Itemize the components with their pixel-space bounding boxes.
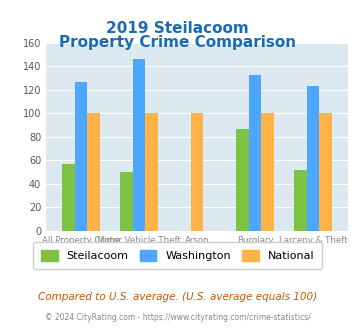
- Bar: [248, 75, 261, 231]
- Bar: [133, 59, 146, 231]
- Bar: [236, 129, 248, 231]
- Bar: [75, 82, 87, 231]
- Bar: [120, 172, 133, 231]
- Text: Property Crime Comparison: Property Crime Comparison: [59, 35, 296, 50]
- Text: © 2024 CityRating.com - https://www.cityrating.com/crime-statistics/: © 2024 CityRating.com - https://www.city…: [45, 313, 310, 322]
- Bar: [261, 114, 274, 231]
- Bar: [320, 114, 332, 231]
- Bar: [294, 170, 307, 231]
- Bar: [191, 114, 203, 231]
- Text: Compared to U.S. average. (U.S. average equals 100): Compared to U.S. average. (U.S. average …: [38, 292, 317, 302]
- Bar: [307, 86, 320, 231]
- Bar: [62, 164, 75, 231]
- Bar: [146, 114, 158, 231]
- Bar: [87, 114, 100, 231]
- Legend: Steilacoom, Washington, National: Steilacoom, Washington, National: [33, 242, 322, 269]
- Text: 2019 Steilacoom: 2019 Steilacoom: [106, 21, 249, 36]
